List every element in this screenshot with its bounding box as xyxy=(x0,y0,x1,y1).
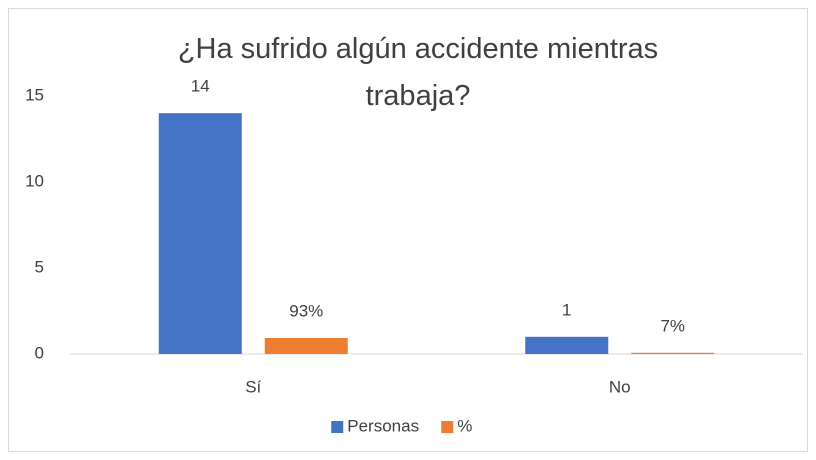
data-label: 93% xyxy=(289,301,323,320)
data-label: 7% xyxy=(660,316,685,335)
y-tick-label: 0 xyxy=(35,343,44,362)
data-label: 1 xyxy=(562,300,571,319)
legend-label: Personas xyxy=(347,416,419,435)
y-tick-label: 15 xyxy=(25,85,44,104)
chart-border xyxy=(8,8,808,452)
bar xyxy=(158,113,242,354)
data-label: 14 xyxy=(191,77,210,96)
x-tick-label: Sí xyxy=(245,377,261,396)
y-tick-label: 10 xyxy=(25,171,44,190)
legend-swatch xyxy=(441,421,454,433)
legend-swatch xyxy=(331,421,344,433)
bar xyxy=(525,336,609,354)
chart-title: ¿Ha sufrido algún accidente mientras tra… xyxy=(177,33,659,112)
bar xyxy=(264,338,348,354)
legend-label: % xyxy=(457,416,472,435)
bar xyxy=(631,352,715,354)
y-tick-label: 5 xyxy=(35,257,44,276)
x-tick-label: No xyxy=(609,377,631,396)
